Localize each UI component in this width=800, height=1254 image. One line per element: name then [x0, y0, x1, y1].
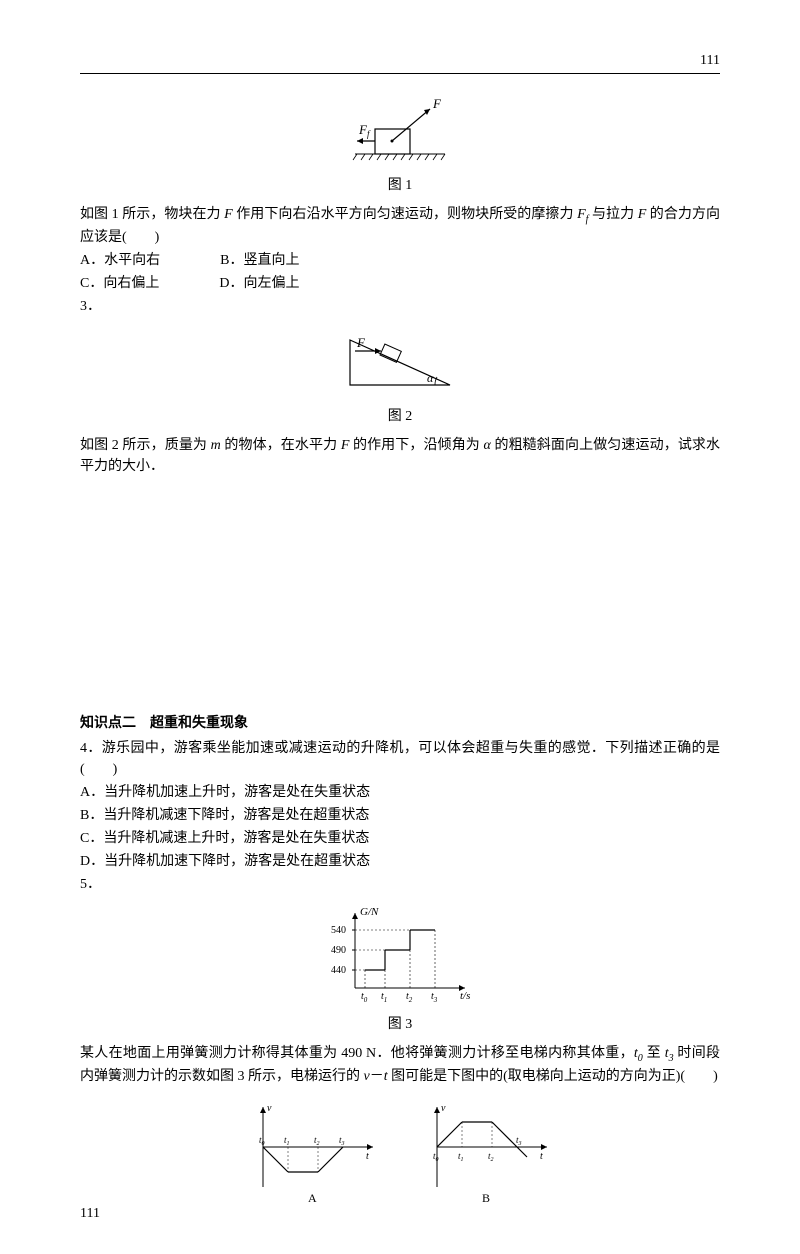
svg-text:t2: t2: [314, 1135, 320, 1147]
q4-optD: D．当升降机加速下降时，游客是处在超重状态: [80, 851, 720, 872]
q4-optA: A．当升降机加速上升时，游客是处在失重状态: [80, 782, 720, 803]
fig2-alpha: α: [427, 371, 434, 385]
q4-text: 4．游乐园中，游客乘坐能加速或减速运动的升降机，可以体会超重与失重的感觉．下列描…: [80, 738, 720, 780]
svg-text:t2: t2: [406, 991, 413, 1003]
q3-number: 3．: [80, 296, 720, 317]
figure-2: F α: [80, 325, 720, 402]
svg-text:t0: t0: [433, 1151, 439, 1163]
answer-graphs: v t t0 t1 t2 t3 A v t: [80, 1097, 720, 1214]
page: 111 F Ff 图 1: [0, 0, 800, 1254]
fig1-Ff-label: Ff: [358, 122, 371, 139]
q4-options: A．当升降机加速上升时，游客是处在失重状态 B．当升降机减速下降时，游客是处在超…: [80, 782, 720, 872]
svg-text:t2: t2: [488, 1151, 494, 1163]
svg-text:v: v: [441, 1103, 446, 1114]
svg-text:t1: t1: [381, 991, 387, 1003]
figure-3-caption: 图 3: [80, 1014, 720, 1035]
q2-options-row2: C．向右偏上 D．向左偏上: [80, 273, 720, 294]
figure-2-svg: F α: [335, 325, 465, 395]
blank-workspace: [80, 479, 720, 699]
figure-1-svg: F Ff: [345, 94, 455, 164]
fig1-F-label: F: [432, 96, 442, 111]
graph-B: v t t0 t1 t2 t3 B: [412, 1097, 562, 1207]
q2-text: 如图 1 所示，物块在力 F 作用下向右沿水平方向匀速运动，则物块所受的摩擦力 …: [80, 204, 720, 248]
figure-1: F Ff: [80, 94, 720, 171]
page-number-bottom: 111: [80, 1203, 100, 1224]
q2-optB: B．竖直向上: [220, 250, 299, 271]
svg-text:440: 440: [331, 965, 346, 976]
svg-text:490: 490: [331, 945, 346, 956]
svg-text:t: t: [366, 1151, 369, 1162]
fig3-ylabel: G/N: [360, 906, 379, 918]
q5-number: 5．: [80, 874, 720, 895]
figure-1-caption: 图 1: [80, 175, 720, 196]
svg-text:t: t: [540, 1151, 543, 1162]
q2-optC: C．向右偏上: [80, 273, 159, 294]
figure-3-svg: G/N t/s 540 490 440: [315, 903, 485, 1003]
svg-text:t3: t3: [339, 1135, 345, 1147]
graphB-label: B: [482, 1191, 490, 1205]
svg-text:t1: t1: [458, 1151, 464, 1163]
figure-3: G/N t/s 540 490 440: [80, 903, 720, 1010]
graphA-label: A: [308, 1191, 317, 1205]
q2-optA: A．水平向右: [80, 250, 160, 271]
svg-text:t3: t3: [516, 1135, 522, 1147]
fig2-F: F: [356, 335, 366, 350]
svg-text:t0: t0: [259, 1135, 265, 1147]
page-number-top: 111: [700, 50, 720, 71]
q4-optC: C．当升降机减速上升时，游客是处在失重状态: [80, 828, 720, 849]
q4-optB: B．当升降机减速下降时，游客是处在超重状态: [80, 805, 720, 826]
graph-A: v t t0 t1 t2 t3 A: [238, 1097, 388, 1207]
page-header: 111: [80, 50, 720, 74]
q2-optD: D．向左偏上: [219, 273, 299, 294]
q3-text: 如图 2 所示，质量为 m 的物体，在水平力 F 的作用下，沿倾角为 α 的粗糙…: [80, 435, 720, 477]
figure-2-caption: 图 2: [80, 406, 720, 427]
svg-text:v: v: [267, 1103, 272, 1114]
q5-text: 某人在地面上用弹簧测力计称得其体重为 490 N．他将弹簧测力计移至电梯内称其体…: [80, 1043, 720, 1087]
svg-text:t3: t3: [431, 991, 438, 1003]
q2-options-row1: A．水平向右 B．竖直向上: [80, 250, 720, 271]
section2-title: 知识点二 超重和失重现象: [80, 713, 720, 734]
svg-text:540: 540: [331, 925, 346, 936]
fig3-xlabel: t/s: [460, 990, 470, 1002]
svg-text:t1: t1: [284, 1135, 290, 1147]
svg-text:t0: t0: [361, 991, 368, 1003]
